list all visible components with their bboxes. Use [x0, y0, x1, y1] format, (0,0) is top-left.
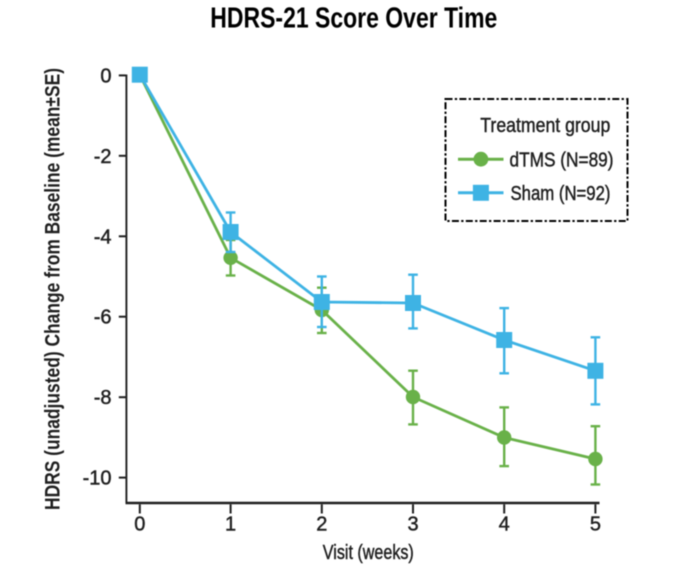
svg-text:Treatment group: Treatment group: [480, 114, 610, 137]
svg-text:-2: -2: [94, 146, 112, 168]
svg-text:4: 4: [499, 514, 510, 536]
svg-text:-10: -10: [83, 468, 112, 490]
svg-text:HDRS-21 Score Over Time: HDRS-21 Score Over Time: [210, 3, 497, 35]
svg-text:-4: -4: [94, 226, 112, 248]
svg-text:Visit (weeks): Visit (weeks): [323, 542, 414, 564]
svg-text:1: 1: [225, 514, 236, 536]
svg-text:2: 2: [316, 514, 327, 536]
svg-text:0: 0: [100, 65, 111, 87]
svg-text:-6: -6: [94, 307, 112, 329]
svg-text:0: 0: [134, 514, 145, 536]
svg-text:HDRS (unadjusted) Change from: HDRS (unadjusted) Change from Baseline (…: [42, 68, 65, 510]
svg-text:5: 5: [590, 514, 601, 536]
svg-text:-8: -8: [94, 387, 112, 409]
svg-text:Sham (N=92): Sham (N=92): [511, 183, 611, 205]
svg-text:3: 3: [407, 514, 418, 536]
svg-text:dTMS (N=89): dTMS (N=89): [510, 150, 614, 172]
